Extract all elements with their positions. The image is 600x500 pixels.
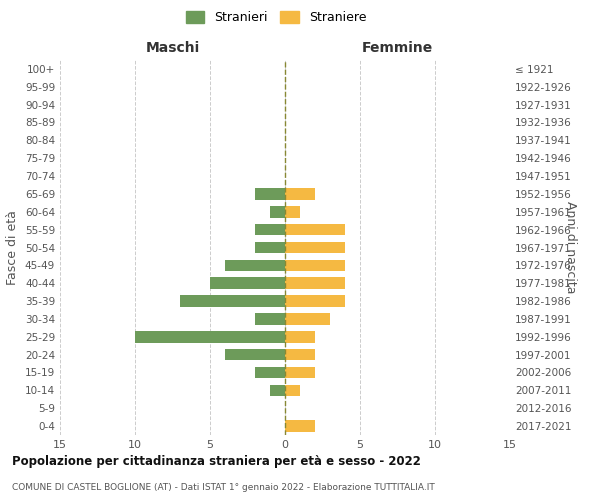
Bar [285, 296, 345, 307]
Bar [285, 331, 315, 342]
Bar [285, 224, 345, 235]
Bar [225, 260, 285, 271]
Bar [285, 313, 330, 324]
Bar [285, 278, 345, 289]
Bar [270, 206, 285, 218]
Bar [285, 242, 345, 254]
Bar [255, 242, 285, 254]
Bar [285, 420, 315, 432]
Bar [285, 384, 300, 396]
Bar [135, 331, 285, 342]
Bar [255, 224, 285, 235]
Bar [225, 349, 285, 360]
Text: Popolazione per cittadinanza straniera per età e sesso - 2022: Popolazione per cittadinanza straniera p… [12, 455, 421, 468]
Text: COMUNE DI CASTEL BOGLIONE (AT) - Dati ISTAT 1° gennaio 2022 - Elaborazione TUTTI: COMUNE DI CASTEL BOGLIONE (AT) - Dati IS… [12, 483, 435, 492]
Bar [285, 206, 300, 218]
Bar [255, 313, 285, 324]
Bar [255, 188, 285, 200]
Bar [255, 366, 285, 378]
Bar [285, 366, 315, 378]
Legend: Stranieri, Straniere: Stranieri, Straniere [181, 6, 371, 29]
Y-axis label: Anni di nascita: Anni di nascita [564, 201, 577, 294]
Bar [210, 278, 285, 289]
Bar [285, 188, 315, 200]
Bar [285, 349, 315, 360]
Y-axis label: Fasce di età: Fasce di età [7, 210, 19, 285]
Bar [270, 384, 285, 396]
Bar [285, 260, 345, 271]
Bar [180, 296, 285, 307]
